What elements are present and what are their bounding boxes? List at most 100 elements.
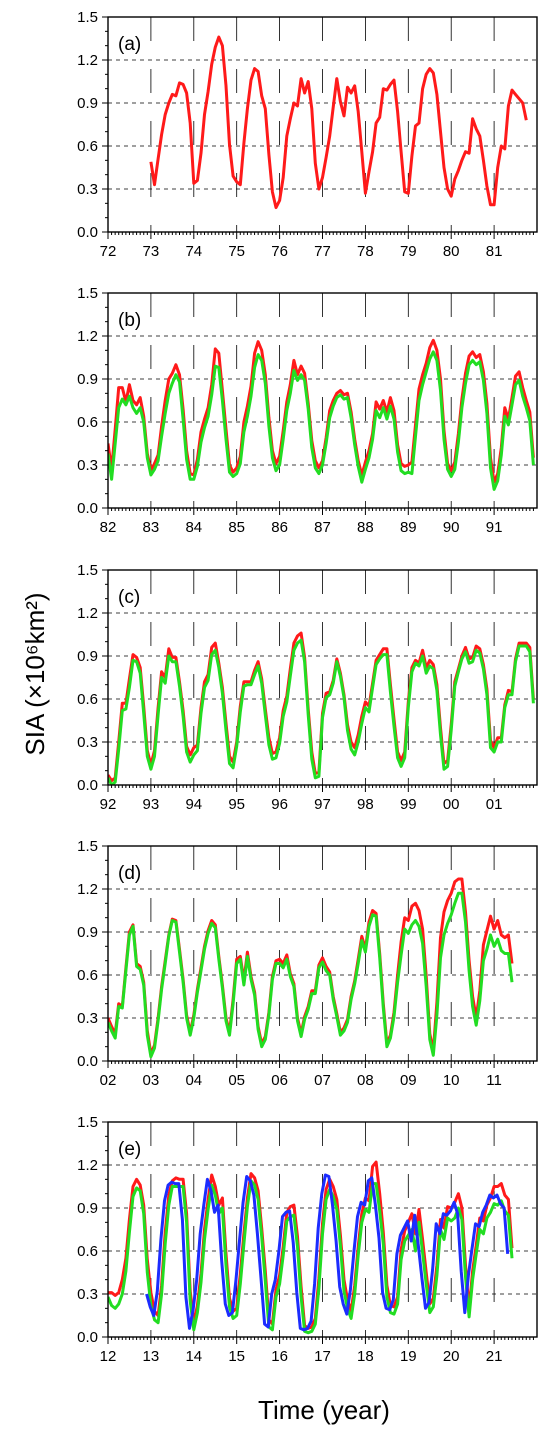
y-tick-label: 0.0 xyxy=(77,1053,98,1070)
x-tick-label: 01 xyxy=(486,796,503,813)
x-tick-label: 09 xyxy=(400,1072,417,1089)
x-tick-label: 21 xyxy=(486,1348,503,1365)
x-tick-label: 19 xyxy=(400,1348,417,1365)
x-tick-label: 78 xyxy=(357,243,374,260)
series-line-blue xyxy=(145,1173,510,1332)
y-tick-label: 0.6 xyxy=(77,414,98,431)
x-tick-label: 20 xyxy=(443,1348,460,1365)
x-tick-label: 74 xyxy=(185,243,202,260)
y-tick-label: 0.9 xyxy=(77,924,98,941)
x-tick-label: 03 xyxy=(143,1072,160,1089)
y-tick-label: 1.5 xyxy=(77,838,98,855)
y-tick-label: 1.2 xyxy=(77,328,98,345)
y-tick-label: 0.3 xyxy=(77,1010,98,1027)
x-tick-label: 18 xyxy=(357,1348,374,1365)
y-tick-label: 0.9 xyxy=(77,95,98,112)
x-axis-title: Time (year) xyxy=(258,1395,390,1425)
x-tick-label: 05 xyxy=(228,1072,245,1089)
panel-tag: (c) xyxy=(118,587,140,608)
x-tick-label: 88 xyxy=(357,519,374,536)
x-tick-label: 12 xyxy=(100,1348,117,1365)
series-line-green xyxy=(108,891,514,1059)
y-tick-label: 1.5 xyxy=(77,9,98,26)
series-line-red xyxy=(149,35,528,210)
x-tick-label: 79 xyxy=(400,243,417,260)
panel-a: 0.0 0.3 0.6 0.9 1.2 1.5 72 73 74 75 76 77 78 79 80 81 (a… xyxy=(77,9,538,260)
x-tick-label: 72 xyxy=(100,243,117,260)
y-tick-label: 0.6 xyxy=(77,967,98,984)
y-tick-label: 0.3 xyxy=(77,181,98,198)
x-tick-label: 13 xyxy=(143,1348,160,1365)
panel-tag: (d) xyxy=(118,863,141,884)
y-tick-label: 0.3 xyxy=(77,734,98,751)
y-tick-label: 1.2 xyxy=(77,52,98,69)
x-tick-label: 91 xyxy=(486,519,503,536)
x-tick-label: 81 xyxy=(486,243,503,260)
y-tick-label: 1.5 xyxy=(77,285,98,302)
x-tick-label: 07 xyxy=(314,1072,331,1089)
y-tick-label: 0.3 xyxy=(77,1286,98,1303)
y-tick-label: 0.0 xyxy=(77,777,98,794)
x-tick-label: 06 xyxy=(271,1072,288,1089)
x-tick-label: 75 xyxy=(228,243,245,260)
x-tick-label: 77 xyxy=(314,243,331,260)
x-tick-label: 80 xyxy=(443,243,460,260)
y-tick-label: 0.6 xyxy=(77,1243,98,1260)
x-tick-label: 15 xyxy=(228,1348,245,1365)
x-tick-label: 90 xyxy=(443,519,460,536)
x-tick-label: 97 xyxy=(314,796,331,813)
y-tick-label: 0.6 xyxy=(77,691,98,708)
x-tick-label: 17 xyxy=(314,1348,331,1365)
x-tick-label: 99 xyxy=(400,796,417,813)
y-tick-label: 0.9 xyxy=(77,648,98,665)
y-tick-label: 0.9 xyxy=(77,371,98,388)
x-tick-label: 76 xyxy=(271,243,288,260)
x-tick-label: 08 xyxy=(357,1072,374,1089)
x-tick-label: 92 xyxy=(100,796,117,813)
x-tick-label: 02 xyxy=(100,1072,117,1089)
x-tick-label: 83 xyxy=(143,519,160,536)
x-tick-label: 73 xyxy=(143,243,160,260)
x-tick-label: 16 xyxy=(271,1348,288,1365)
y-tick-label: 1.5 xyxy=(77,562,98,579)
y-tick-label: 1.2 xyxy=(77,1157,98,1174)
x-tick-label: 93 xyxy=(143,796,160,813)
x-tick-label: 04 xyxy=(185,1072,202,1089)
panel-b: 0.0 0.3 0.6 0.9 1.2 1.5 82 83 84 85 86 87 88 89 90 91 (b… xyxy=(77,285,538,536)
y-tick-label: 1.5 xyxy=(77,1114,98,1131)
x-tick-label: 94 xyxy=(185,796,202,813)
panel-tag: (e) xyxy=(118,1139,141,1160)
y-tick-label: 0.0 xyxy=(77,1329,98,1346)
x-tick-label: 11 xyxy=(486,1072,502,1089)
x-tick-label: 89 xyxy=(400,519,417,536)
series-line-green xyxy=(108,350,535,491)
x-tick-label: 87 xyxy=(314,519,331,536)
y-axis-title: SIA (×10⁶km²) xyxy=(20,592,50,755)
series-line-red xyxy=(108,1160,514,1330)
panel-tag: (a) xyxy=(118,34,141,55)
x-tick-label: 96 xyxy=(271,796,288,813)
x-tick-label: 86 xyxy=(271,519,288,536)
y-tick-label: 0.0 xyxy=(77,500,98,517)
x-tick-label: 95 xyxy=(228,796,245,813)
x-tick-label: 98 xyxy=(357,796,374,813)
y-tick-label: 0.6 xyxy=(77,138,98,155)
panel-c: 0.0 0.3 0.6 0.9 1.2 1.5 92 93 94 95 96 97 98 99 00 01 (c… xyxy=(77,562,538,813)
x-tick-label: 00 xyxy=(443,796,460,813)
x-tick-label: 14 xyxy=(185,1348,202,1365)
y-tick-label: 0.9 xyxy=(77,1200,98,1217)
y-tick-label: 0.0 xyxy=(77,224,98,241)
series-line-green xyxy=(108,1179,514,1335)
y-tick-label: 0.3 xyxy=(77,457,98,474)
x-tick-label: 85 xyxy=(228,519,245,536)
panel-tag: (b) xyxy=(118,310,141,331)
panel-d: 0.0 0.3 0.6 0.9 1.2 1.5 02 03 04 05 06 07 08 09 10 11 (d… xyxy=(77,838,538,1089)
series-line-red xyxy=(108,338,535,484)
y-tick-label: 1.2 xyxy=(77,605,98,622)
y-tick-label: 1.2 xyxy=(77,881,98,898)
panel-e: 0.0 0.3 0.6 0.9 1.2 1.5 12 13 14 15 16 17 18 19 20 21 (e… xyxy=(77,1114,538,1365)
series-line-green xyxy=(108,638,535,785)
x-tick-label: 10 xyxy=(443,1072,460,1089)
x-tick-label: 84 xyxy=(185,519,202,536)
